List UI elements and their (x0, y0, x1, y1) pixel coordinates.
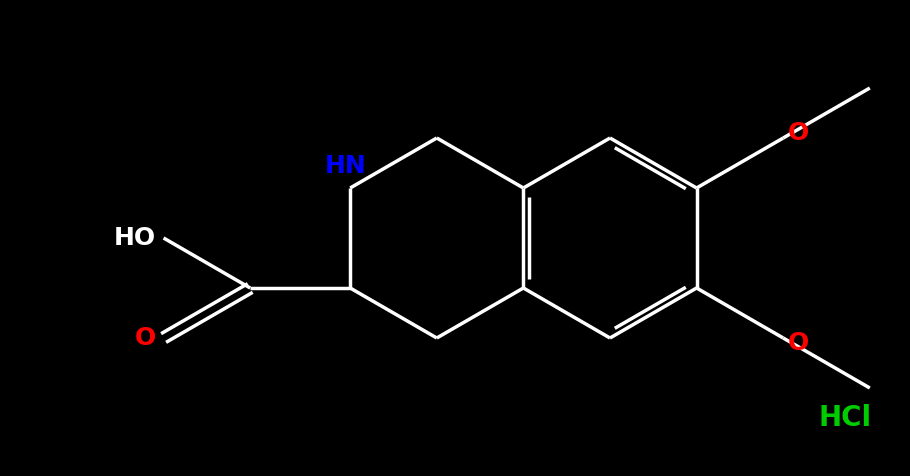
Text: HN: HN (324, 154, 366, 178)
Text: O: O (788, 331, 810, 355)
Text: O: O (135, 326, 156, 350)
Text: O: O (788, 121, 810, 145)
Text: HO: HO (114, 226, 156, 250)
Text: HCl: HCl (818, 404, 872, 432)
